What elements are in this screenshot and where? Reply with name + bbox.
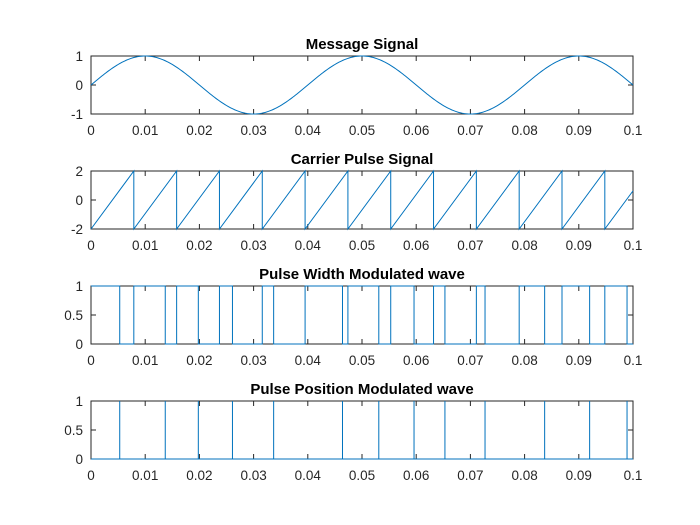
x-tick-label: 0.05 <box>349 123 375 138</box>
x-tick-label: 0.1 <box>624 123 643 138</box>
x-tick-label: 0.01 <box>132 468 158 483</box>
x-tick-label: 0 <box>87 353 95 368</box>
x-tick-label: 0.1 <box>624 238 643 253</box>
y-tick-label: 0 <box>75 452 83 467</box>
x-tick-label: 0.06 <box>403 238 429 253</box>
x-tick-label: 0 <box>87 123 95 138</box>
x-tick-label: 0.02 <box>186 123 212 138</box>
x-tick-label: 0.09 <box>566 468 592 483</box>
y-tick-label: 0.5 <box>64 308 83 323</box>
x-tick-label: 0.09 <box>566 238 592 253</box>
x-tick-label: 0.06 <box>403 123 429 138</box>
x-tick-label: 0.01 <box>132 353 158 368</box>
x-tick-label: 0.04 <box>295 468 322 483</box>
x-tick-label: 0.05 <box>349 468 375 483</box>
y-tick-label: -1 <box>71 107 83 122</box>
x-tick-label: 0.03 <box>240 238 266 253</box>
x-tick-label: 0.04 <box>295 353 322 368</box>
y-tick-label: 0 <box>75 337 83 352</box>
y-tick-label: 2 <box>75 164 83 179</box>
y-tick-label: 1 <box>75 279 83 294</box>
x-tick-label: 0.04 <box>295 238 322 253</box>
carrier-sawtooth-line <box>90 169 634 231</box>
y-tick-label: 0.5 <box>64 423 83 438</box>
axes-frame <box>90 285 634 345</box>
x-tick-label: 0.01 <box>132 238 158 253</box>
x-tick-label: 0.08 <box>511 123 537 138</box>
x-tick-label: 0.02 <box>186 238 212 253</box>
subplot-message-signal: Message Signal 0 0.01 0.02 0.03 0.04 0.05 0.06 0… <box>71 36 642 138</box>
x-tick-label: 0.06 <box>403 468 429 483</box>
x-tick-label: 0.01 <box>132 123 158 138</box>
x-tick-label: 0.05 <box>349 238 375 253</box>
x-tick-label: 0.07 <box>457 238 483 253</box>
x-tick-label: 0.04 <box>295 123 322 138</box>
message-signal-line <box>90 55 634 115</box>
subplot-title: Message Signal <box>306 36 419 53</box>
subplot-ppm-wave: Pulse Position Modulated wave 0 0.01 0.02 0.… <box>64 381 642 483</box>
x-tick-label: 0.08 <box>511 238 537 253</box>
x-tick-label: 0.03 <box>240 353 266 368</box>
y-tick-label: 1 <box>75 49 83 64</box>
pwm-wave-line <box>91 285 633 345</box>
subplot-pwm-wave: Pulse Width Modulated wave 0 0.01 0.02 0.03 0… <box>64 266 642 368</box>
axes-frame <box>90 170 634 230</box>
y-tick-label: 1 <box>75 394 83 409</box>
subplot-title: Pulse Width Modulated wave <box>259 266 465 283</box>
x-tick-label: 0.08 <box>511 353 537 368</box>
subplot-carrier-pulse-signal: Carrier Pulse Signal 0 0.01 0.02 0.03 0.04 0.0… <box>71 151 642 253</box>
x-tick-label: 0.09 <box>566 353 592 368</box>
x-tick-label: 0.1 <box>624 468 643 483</box>
x-tick-label: 0.06 <box>403 353 429 368</box>
x-tick-label: 0.07 <box>457 353 483 368</box>
x-tick-label: 0.03 <box>240 123 266 138</box>
subplot-title: Carrier Pulse Signal <box>291 151 434 168</box>
x-tick-label: 0.1 <box>624 353 643 368</box>
axes-frame <box>90 400 634 460</box>
x-tick-label: 0.07 <box>457 123 483 138</box>
x-tick-label: 0.02 <box>186 353 212 368</box>
x-tick-label: 0.08 <box>511 468 537 483</box>
x-tick-label: 0.05 <box>349 353 375 368</box>
y-tick-label: 0 <box>75 193 83 208</box>
x-tick-label: 0.02 <box>186 468 212 483</box>
x-tick-label: 0.03 <box>240 468 266 483</box>
y-tick-label: 0 <box>75 78 83 93</box>
x-tick-label: 0 <box>87 238 95 253</box>
x-tick-label: 0 <box>87 468 95 483</box>
ppm-pulse-line <box>91 401 633 460</box>
y-tick-label: -2 <box>71 222 83 237</box>
x-tick-label: 0.09 <box>566 123 592 138</box>
x-tick-label: 0.07 <box>457 468 483 483</box>
subplot-title: Pulse Position Modulated wave <box>250 381 473 398</box>
